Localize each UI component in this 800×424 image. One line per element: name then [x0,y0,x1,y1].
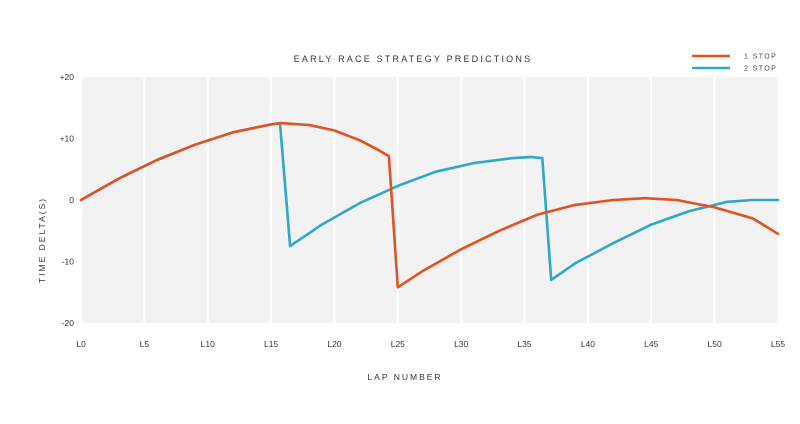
y-tick-label: +20 [60,72,75,82]
x-tick-label: L5 [140,339,150,349]
y-tick-label: +10 [60,134,75,144]
x-tick-label: L55 [771,339,785,349]
x-tick-labels: L0 L5 L10 L15 L20 L25 L30 L35 L40 L45 L50 L55 [76,339,785,349]
x-tick-label: L30 [454,339,468,349]
x-axis-label: LAP NUMBER [367,372,442,382]
series-line-1 [79,121,780,289]
grid-lines [80,77,779,323]
y-tick-label: -20 [62,318,75,328]
y-tick-labels: +20 +10 0 -10 -20 [60,72,75,328]
x-tick-label: L15 [264,339,278,349]
legend: 1 STOP 2 STOP [692,54,777,73]
x-tick-label: L0 [76,339,86,349]
chart-title: EARLY RACE STRATEGY PREDICTIONS [294,54,533,64]
series-lines [79,121,780,289]
x-tick-label: L10 [201,339,215,349]
x-tick-label: L40 [581,339,595,349]
x-tick-label: L45 [644,339,658,349]
x-tick-label: L20 [327,339,341,349]
legend-label: 1 STOP [744,54,777,61]
x-tick-label: L35 [517,339,531,349]
x-tick-label: L50 [708,339,722,349]
y-tick-label: 0 [69,195,74,205]
x-tick-label: L25 [391,339,405,349]
y-tick-label: -10 [62,257,75,267]
y-axis-label: TIME DELTA(S) [37,197,47,283]
legend-label: 2 STOP [744,66,777,73]
